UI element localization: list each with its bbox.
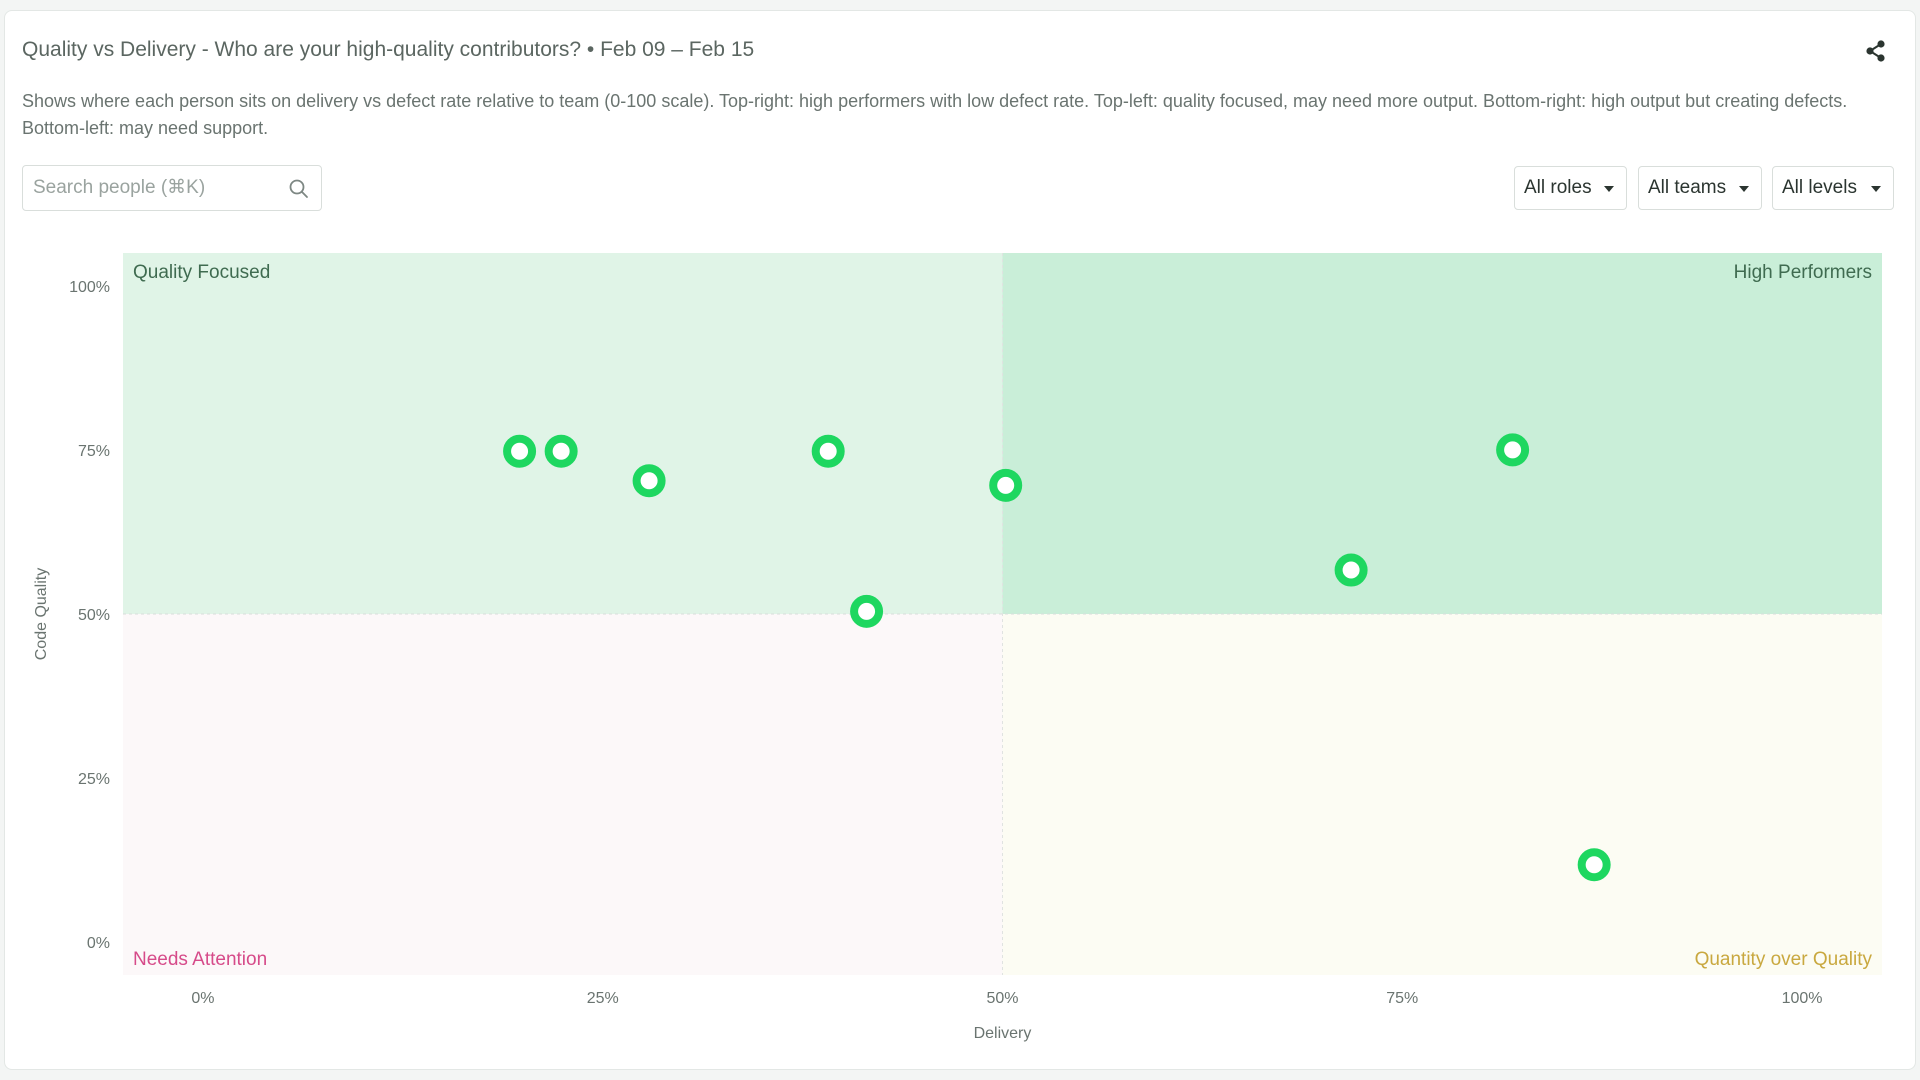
y-axis-ticks: 0% 25% 50% 75% 100% [69, 279, 110, 952]
scatter-point[interactable] [1496, 433, 1530, 467]
x-axis-title: Delivery [974, 1025, 1032, 1042]
quadrant-label-quantity-over-quality: Quantity over Quality [1695, 949, 1873, 970]
y-tick-label: 50% [78, 607, 110, 624]
y-tick-label: 25% [78, 771, 110, 788]
quadrant-high-performers [1002, 253, 1882, 614]
search-input[interactable] [23, 166, 283, 210]
quadrant-quality-focused [123, 253, 1003, 614]
scatter-point[interactable] [544, 434, 578, 468]
quadrant-label-high-performers: High Performers [1734, 262, 1872, 283]
y-axis-title: Code Quality [33, 568, 50, 661]
scatter-point[interactable] [811, 434, 845, 468]
x-axis-ticks: 0% 25% 50% 75% 100% [191, 990, 1822, 1007]
quadrant-needs-attention [123, 614, 1003, 975]
x-tick-label: 75% [1386, 990, 1418, 1007]
scatter-point[interactable] [1577, 848, 1611, 882]
y-tick-label: 100% [69, 279, 110, 296]
x-tick-label: 0% [191, 990, 214, 1007]
y-tick-label: 0% [87, 935, 110, 952]
chart-title: Quality vs Delivery - Who are your high-… [22, 38, 755, 61]
chevron-down-icon [1739, 186, 1749, 192]
teams-dropdown-label: All teams [1648, 177, 1727, 198]
roles-dropdown[interactable]: All roles [1514, 166, 1627, 210]
search-box [22, 165, 322, 211]
quadrant-label-quality-focused: Quality Focused [133, 262, 270, 283]
chevron-down-icon [1871, 186, 1881, 192]
x-tick-label: 25% [587, 990, 619, 1007]
scatter-point[interactable] [1334, 553, 1368, 587]
quadrant-quantity-over-quality [1002, 614, 1882, 975]
share-button[interactable] [1863, 38, 1889, 64]
quadrant-label-needs-attention: Needs Attention [133, 949, 267, 970]
scatter-point[interactable] [850, 594, 884, 628]
chevron-down-icon [1604, 186, 1614, 192]
scatter-point[interactable] [503, 434, 537, 468]
search-icon[interactable] [288, 178, 310, 200]
scatter-point[interactable] [989, 468, 1023, 502]
levels-dropdown[interactable]: All levels [1772, 166, 1894, 210]
x-tick-label: 50% [986, 990, 1018, 1007]
roles-dropdown-label: All roles [1524, 177, 1592, 198]
teams-dropdown[interactable]: All teams [1638, 166, 1762, 210]
chart-description: Shows where each person sits on delivery… [22, 91, 1848, 138]
data-points [503, 433, 1611, 882]
y-tick-label: 75% [78, 443, 110, 460]
x-tick-label: 100% [1782, 990, 1823, 1007]
levels-dropdown-label: All levels [1782, 177, 1857, 198]
share-icon [1866, 40, 1885, 62]
scatter-point[interactable] [632, 464, 666, 498]
